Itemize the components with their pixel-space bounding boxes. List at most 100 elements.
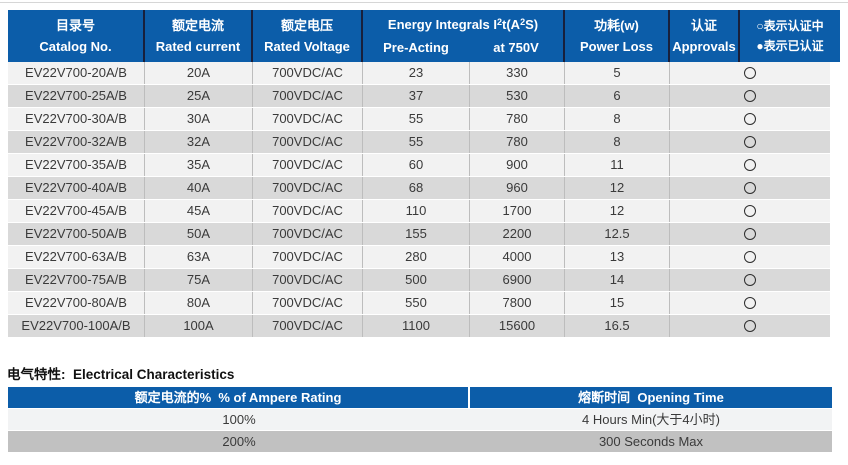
pre-acting-cell: 110 <box>363 200 470 222</box>
power-loss-cell: 16.5 <box>565 315 670 337</box>
header-opening-time: 熔断时间 Opening Time <box>578 390 724 405</box>
header-rated-voltage: 额定电压 Rated Voltage <box>253 10 363 62</box>
table-row: EV22V700-50A/B 50A 700VDC/AC 155 2200 12… <box>8 223 830 246</box>
approval-status-circle-icon <box>744 274 756 286</box>
voltage-cell: 700VDC/AC <box>253 108 363 130</box>
opening-time-table: 额定电流的% % of Ampere Rating 熔断时间 Opening T… <box>8 387 832 452</box>
voltage-cell: 700VDC/AC <box>253 246 363 268</box>
at-750v-cell: 330 <box>470 62 565 84</box>
power-loss-cell: 5 <box>565 62 670 84</box>
current-cell: 30A <box>145 108 253 130</box>
pre-acting-cell: 55 <box>363 108 470 130</box>
approval-status-circle-icon <box>744 182 756 194</box>
header-approvals-en: Approvals <box>672 39 736 54</box>
approval-status-cell <box>670 246 830 268</box>
approval-status-circle-icon <box>744 159 756 171</box>
table-row: EV22V700-100A/B 100A 700VDC/AC 1100 1560… <box>8 315 830 338</box>
approval-status-circle-icon <box>744 251 756 263</box>
pre-acting-cell: 68 <box>363 177 470 199</box>
power-loss-cell: 14 <box>565 269 670 291</box>
energy-integrals-title: Energy Integrals I2t(A2S) <box>387 17 539 32</box>
electrical-characteristics-title: 电气特性: Electrical Characteristics <box>7 367 235 382</box>
power-loss-cell: 12 <box>565 200 670 222</box>
header-voltage-zh: 额定电压 <box>280 18 333 33</box>
pre-acting-cell: 500 <box>363 269 470 291</box>
current-cell: 35A <box>145 154 253 176</box>
pre-acting-cell: 60 <box>363 154 470 176</box>
page-top-border <box>0 2 848 3</box>
catalog-cell: EV22V700-63A/B <box>8 246 145 268</box>
at-750v-cell: 780 <box>470 108 565 130</box>
approval-status-cell <box>670 108 830 130</box>
fuse-spec-table: 目录号 Catalog No. 额定电流 Rated current 额定电压 … <box>8 10 840 338</box>
at-750v-cell: 1700 <box>470 200 565 222</box>
approval-status-circle-icon <box>744 205 756 217</box>
catalog-cell: EV22V700-50A/B <box>8 223 145 245</box>
voltage-cell: 700VDC/AC <box>253 177 363 199</box>
at-750v-cell: 6900 <box>470 269 565 291</box>
approval-status-circle-icon <box>744 297 756 309</box>
voltage-cell: 700VDC/AC <box>253 85 363 107</box>
approval-status-cell <box>670 292 830 314</box>
current-cell: 75A <box>145 269 253 291</box>
header-power-loss: 功耗(w) Power Loss <box>565 10 670 62</box>
pre-acting-cell: 1100 <box>363 315 470 337</box>
legend-in-progress: ○表示认证中 <box>756 19 824 33</box>
voltage-cell: 700VDC/AC <box>253 315 363 337</box>
at-750v-cell: 900 <box>470 154 565 176</box>
current-cell: 50A <box>145 223 253 245</box>
power-loss-cell: 11 <box>565 154 670 176</box>
fuse-spec-table-body: EV22V700-20A/B 20A 700VDC/AC 23 330 5 EV… <box>8 62 830 338</box>
superscript-2: 2 <box>520 17 526 27</box>
opening-time-table-body: 100% 4 Hours Min(大于4小时) 200% 300 Seconds… <box>8 408 832 452</box>
header-pre-acting: Pre-Acting <box>383 40 449 55</box>
power-loss-cell: 13 <box>565 246 670 268</box>
current-cell: 40A <box>145 177 253 199</box>
approval-status-cell <box>670 62 830 84</box>
superscript-2: 2 <box>497 17 503 27</box>
approval-status-circle-icon <box>744 320 756 332</box>
table-row: EV22V700-25A/B 25A 700VDC/AC 37 530 6 <box>8 85 830 108</box>
current-cell: 20A <box>145 62 253 84</box>
approval-status-circle-icon <box>744 67 756 79</box>
pre-acting-cell: 550 <box>363 292 470 314</box>
pre-acting-cell: 155 <box>363 223 470 245</box>
current-cell: 25A <box>145 85 253 107</box>
header-approvals-zh: 认证 <box>690 18 717 33</box>
header-power-en: Power Loss <box>580 39 653 54</box>
header-approval-legend: ○表示认证中 ●表示已认证 <box>740 10 840 62</box>
at-750v-cell: 2200 <box>470 223 565 245</box>
approval-status-cell <box>670 223 830 245</box>
at-750v-cell: 4000 <box>470 246 565 268</box>
current-cell: 63A <box>145 246 253 268</box>
power-loss-cell: 12.5 <box>565 223 670 245</box>
table-row: EV22V700-20A/B 20A 700VDC/AC 23 330 5 <box>8 62 830 85</box>
header-rated-current: 额定电流 Rated current <box>145 10 253 62</box>
approval-status-circle-icon <box>744 136 756 148</box>
table-row: EV22V700-32A/B 32A 700VDC/AC 55 780 8 <box>8 131 830 154</box>
header-catalog-zh: 目录号 <box>55 18 95 33</box>
approval-status-cell <box>670 85 830 107</box>
at-750v-cell: 530 <box>470 85 565 107</box>
power-loss-cell: 6 <box>565 85 670 107</box>
at-750v-cell: 15600 <box>470 315 565 337</box>
header-current-en: Rated current <box>155 39 241 54</box>
voltage-cell: 700VDC/AC <box>253 62 363 84</box>
power-loss-cell: 12 <box>565 177 670 199</box>
catalog-cell: EV22V700-80A/B <box>8 292 145 314</box>
approval-status-cell <box>670 154 830 176</box>
current-cell: 100A <box>145 315 253 337</box>
header-energy-integrals: Energy Integrals I2t(A2S) Pre-Acting at … <box>363 10 565 62</box>
legend-certified: ●表示已认证 <box>756 39 824 53</box>
current-cell: 45A <box>145 200 253 222</box>
percent-cell: 200% <box>222 434 256 449</box>
fuse-spec-table-header: 目录号 Catalog No. 额定电流 Rated current 额定电压 … <box>8 10 840 62</box>
table-row: EV22V700-30A/B 30A 700VDC/AC 55 780 8 <box>8 108 830 131</box>
table-row: EV22V700-40A/B 40A 700VDC/AC 68 960 12 <box>8 177 830 200</box>
current-cell: 32A <box>145 131 253 153</box>
power-loss-cell: 8 <box>565 108 670 130</box>
table-row: EV22V700-63A/B 63A 700VDC/AC 280 4000 13 <box>8 246 830 269</box>
approval-status-cell <box>670 177 830 199</box>
catalog-cell: EV22V700-20A/B <box>8 62 145 84</box>
voltage-cell: 700VDC/AC <box>253 131 363 153</box>
